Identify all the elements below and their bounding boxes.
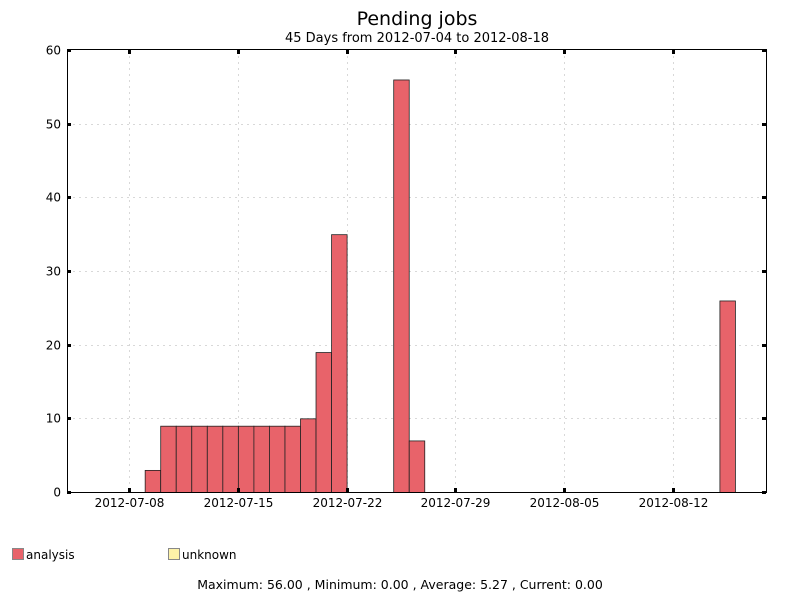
- bar-analysis: [269, 425, 286, 493]
- legend-label-analysis: analysis: [26, 548, 75, 562]
- bars: [144, 79, 736, 493]
- chart-title: Pending jobs: [356, 8, 478, 30]
- bar-analysis: [393, 79, 410, 493]
- stats-summary: Maximum: 56.00 , Minimum: 0.00 , Average…: [197, 577, 603, 592]
- legend-swatch-unknown: [168, 548, 180, 560]
- bar-analysis: [284, 425, 301, 493]
- axis-ticks: [67, 49, 766, 494]
- bar-analysis: [719, 300, 736, 493]
- bar-analysis: [408, 440, 426, 493]
- x-tick-label: 2012-07-29: [421, 496, 491, 510]
- chart-subtitle: 45 Days from 2012-07-04 to 2012-08-18: [284, 31, 550, 46]
- legend-item-analysis: analysis: [12, 547, 75, 563]
- y-tick-label: 20: [46, 339, 61, 353]
- bar-analysis: [160, 425, 177, 493]
- x-tick-label: 2012-08-05: [530, 496, 600, 510]
- x-tick-label: 2012-07-15: [204, 496, 274, 510]
- bar-analysis: [331, 234, 348, 493]
- x-tick-label: 2012-07-22: [313, 496, 383, 510]
- legend-item-unknown: unknown: [168, 547, 237, 563]
- legend-label-unknown: unknown: [182, 548, 237, 562]
- bar-analysis: [237, 425, 255, 493]
- y-tick-label: 50: [46, 118, 61, 132]
- bar-chart-plot: 0 10 20 30 40 50 60 2012-07-08 2012-07-15 2012-07…: [46, 44, 767, 511]
- bar-analysis: [253, 425, 270, 493]
- y-tick-label: 10: [46, 412, 61, 426]
- bar-analysis: [222, 425, 239, 493]
- tick-labels: 0 10 20 30 40 50 60 2012-07-08 2012-07-15 2012-07…: [46, 44, 709, 511]
- bar-analysis: [206, 425, 224, 493]
- bar-analysis: [144, 469, 162, 493]
- bar-analysis: [191, 425, 208, 493]
- bar-analysis: [315, 352, 332, 493]
- x-tick-label: 2012-07-08: [95, 496, 165, 510]
- x-tick-label: 2012-08-12: [639, 496, 709, 510]
- y-tick-label: 0: [53, 486, 61, 500]
- y-tick-label: 40: [46, 191, 61, 205]
- bar-analysis: [300, 418, 317, 493]
- gridlines: [67, 50, 766, 492]
- y-tick-label: 30: [46, 265, 61, 279]
- y-tick-label: 60: [46, 44, 61, 58]
- legend-swatch-analysis: [12, 548, 24, 560]
- bar-analysis: [175, 425, 193, 493]
